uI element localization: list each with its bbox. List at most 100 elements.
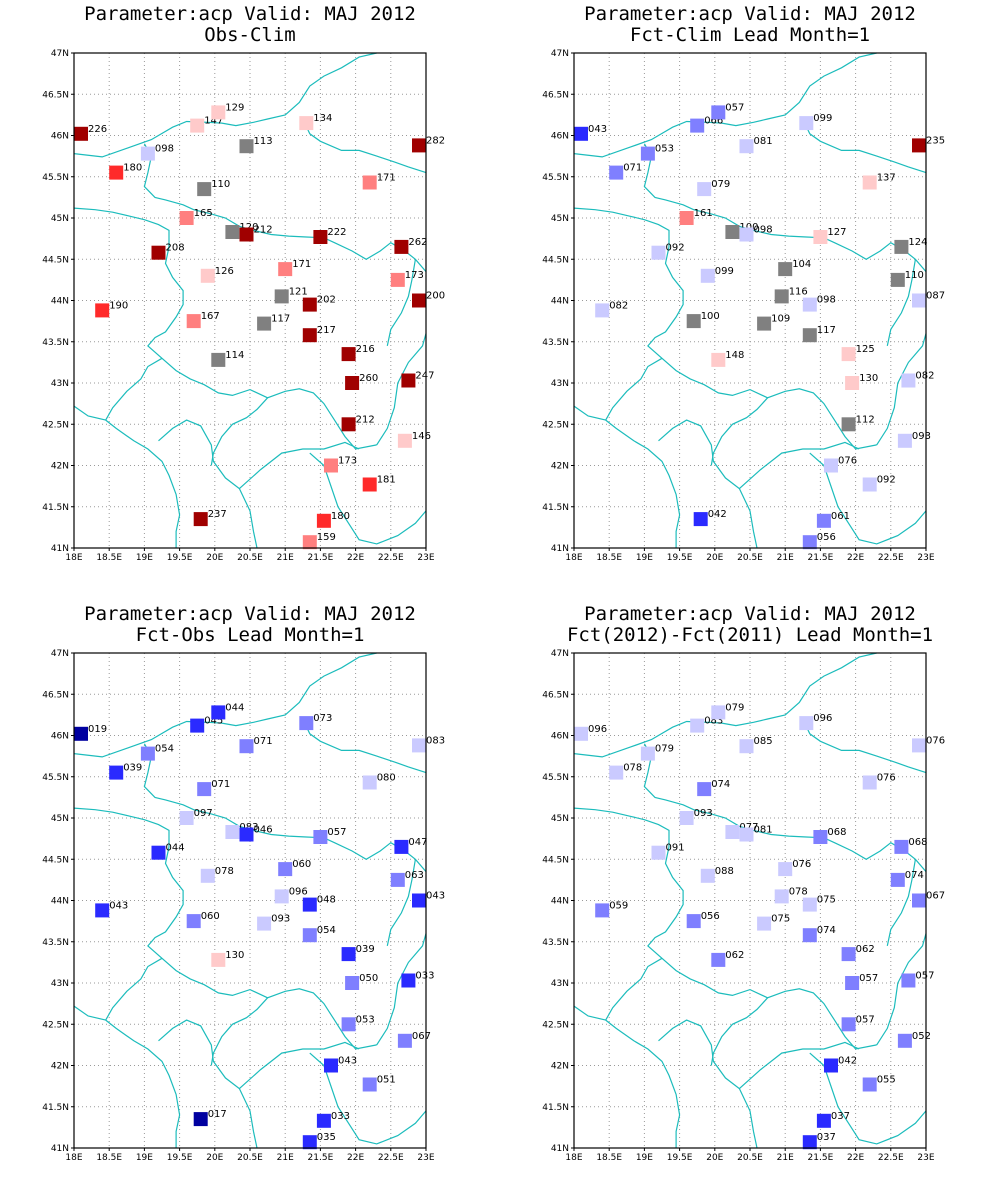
- station-marker: [574, 726, 588, 741]
- station-value-label: 080: [377, 773, 396, 784]
- station-value-label: 060: [292, 859, 311, 870]
- station-value-label: 081: [754, 136, 773, 147]
- lat-tick-label: 42.5N: [542, 1020, 569, 1030]
- station-value-label: 076: [877, 773, 896, 784]
- station-value-label: 171: [377, 173, 396, 184]
- station-marker: [802, 535, 817, 550]
- lon-tick-label: 22E: [847, 553, 864, 563]
- station-value-label: 083: [704, 716, 723, 727]
- station-marker: [179, 811, 194, 825]
- station-marker: [640, 746, 655, 761]
- border-line: [876, 333, 927, 446]
- station-marker: [190, 718, 205, 733]
- station-value-label: 068: [827, 827, 846, 838]
- station-value-label: 104: [792, 259, 811, 270]
- station-marker: [274, 289, 289, 304]
- station-marker: [401, 373, 416, 388]
- station-marker: [912, 293, 926, 308]
- border-line: [105, 357, 163, 421]
- station-value-label: 125: [856, 344, 875, 355]
- station-value-label: 134: [313, 113, 332, 124]
- station-marker: [824, 458, 838, 473]
- station-marker: [211, 105, 226, 120]
- station-value-label: 045: [204, 716, 223, 727]
- station-marker: [697, 182, 712, 197]
- lat-tick-label: 46.5N: [542, 690, 569, 700]
- lat-tick-label: 42N: [551, 1062, 569, 1072]
- border-line: [710, 988, 877, 1066]
- lon-tick-label: 18E: [65, 553, 82, 563]
- border-line: [573, 652, 877, 758]
- station-value-label: 226: [88, 124, 107, 135]
- lat-tick-label: 43.5N: [542, 938, 569, 948]
- border-line: [238, 1041, 360, 1090]
- lon-tick-label: 19E: [636, 553, 653, 563]
- station-marker: [190, 118, 205, 133]
- lat-tick-label: 47N: [51, 649, 69, 659]
- station-value-label: 048: [317, 895, 336, 906]
- station-value-label: 117: [817, 325, 836, 336]
- panel-subtitle: Fct-Obs Lead Month=1: [135, 624, 365, 646]
- lon-tick-label: 18E: [565, 553, 582, 563]
- lat-tick-label: 45.5N: [42, 173, 69, 183]
- station-marker: [690, 118, 705, 133]
- station-value-label: 099: [813, 113, 832, 124]
- station-value-label: 053: [655, 144, 674, 155]
- station-value-label: 148: [725, 350, 744, 361]
- station-value-label: 222: [327, 227, 346, 238]
- lat-tick-label: 44N: [551, 297, 569, 307]
- border-line: [210, 388, 377, 466]
- station-value-label: 114: [225, 350, 244, 361]
- lon-tick-label: 19.5E: [167, 553, 193, 563]
- station-marker: [278, 862, 293, 877]
- station-marker: [412, 893, 426, 908]
- station-marker: [179, 211, 194, 225]
- station-marker: [302, 297, 317, 312]
- station-marker: [316, 1113, 331, 1128]
- lon-tick-label: 20E: [206, 553, 223, 563]
- lat-tick-label: 46N: [51, 132, 69, 142]
- border-line: [105, 957, 163, 1021]
- lat-tick-label: 41.5N: [542, 1103, 569, 1113]
- station-value-label: 043: [426, 891, 445, 902]
- station-marker: [109, 765, 124, 780]
- station-marker: [74, 126, 88, 141]
- border-line: [886, 259, 916, 347]
- station-marker: [257, 316, 272, 331]
- lon-tick-label: 19E: [636, 1153, 653, 1163]
- station-value-label: 076: [926, 735, 945, 746]
- station-marker: [394, 239, 409, 254]
- station-marker: [862, 775, 877, 790]
- station-value-label: 046: [254, 825, 273, 836]
- lon-tick-label: 21E: [777, 1153, 794, 1163]
- station-marker: [862, 477, 877, 492]
- station-value-label: 235: [926, 135, 945, 146]
- lon-tick-label: 21.5E: [808, 553, 834, 563]
- station-marker: [316, 513, 331, 528]
- lat-tick-label: 43N: [51, 979, 69, 989]
- border-line: [573, 207, 768, 399]
- panel-title: Parameter:acp Valid: MAJ 2012: [84, 3, 416, 25]
- station-marker: [799, 716, 814, 731]
- lat-tick-label: 46.5N: [542, 90, 569, 100]
- station-value-label: 068: [908, 837, 927, 848]
- station-marker: [362, 775, 377, 790]
- lon-tick-label: 21.5E: [308, 1153, 334, 1163]
- station-marker: [239, 739, 254, 754]
- station-value-label: 126: [215, 266, 234, 277]
- station-value-label: 043: [338, 1056, 357, 1067]
- station-marker: [912, 738, 926, 753]
- lon-tick-label: 21E: [777, 553, 794, 563]
- station-marker: [774, 889, 789, 904]
- lon-tick-label: 22.5E: [378, 553, 404, 563]
- station-value-label: 075: [771, 914, 790, 925]
- station-marker: [679, 811, 694, 825]
- station-marker: [690, 718, 705, 733]
- station-marker: [813, 830, 828, 844]
- panel-subtitle: Obs-Clim: [204, 24, 296, 46]
- border-line: [302, 118, 427, 174]
- lat-tick-label: 46.5N: [42, 690, 69, 700]
- station-marker: [299, 716, 314, 731]
- station-value-label: 054: [155, 744, 174, 755]
- lat-tick-label: 42N: [551, 462, 569, 472]
